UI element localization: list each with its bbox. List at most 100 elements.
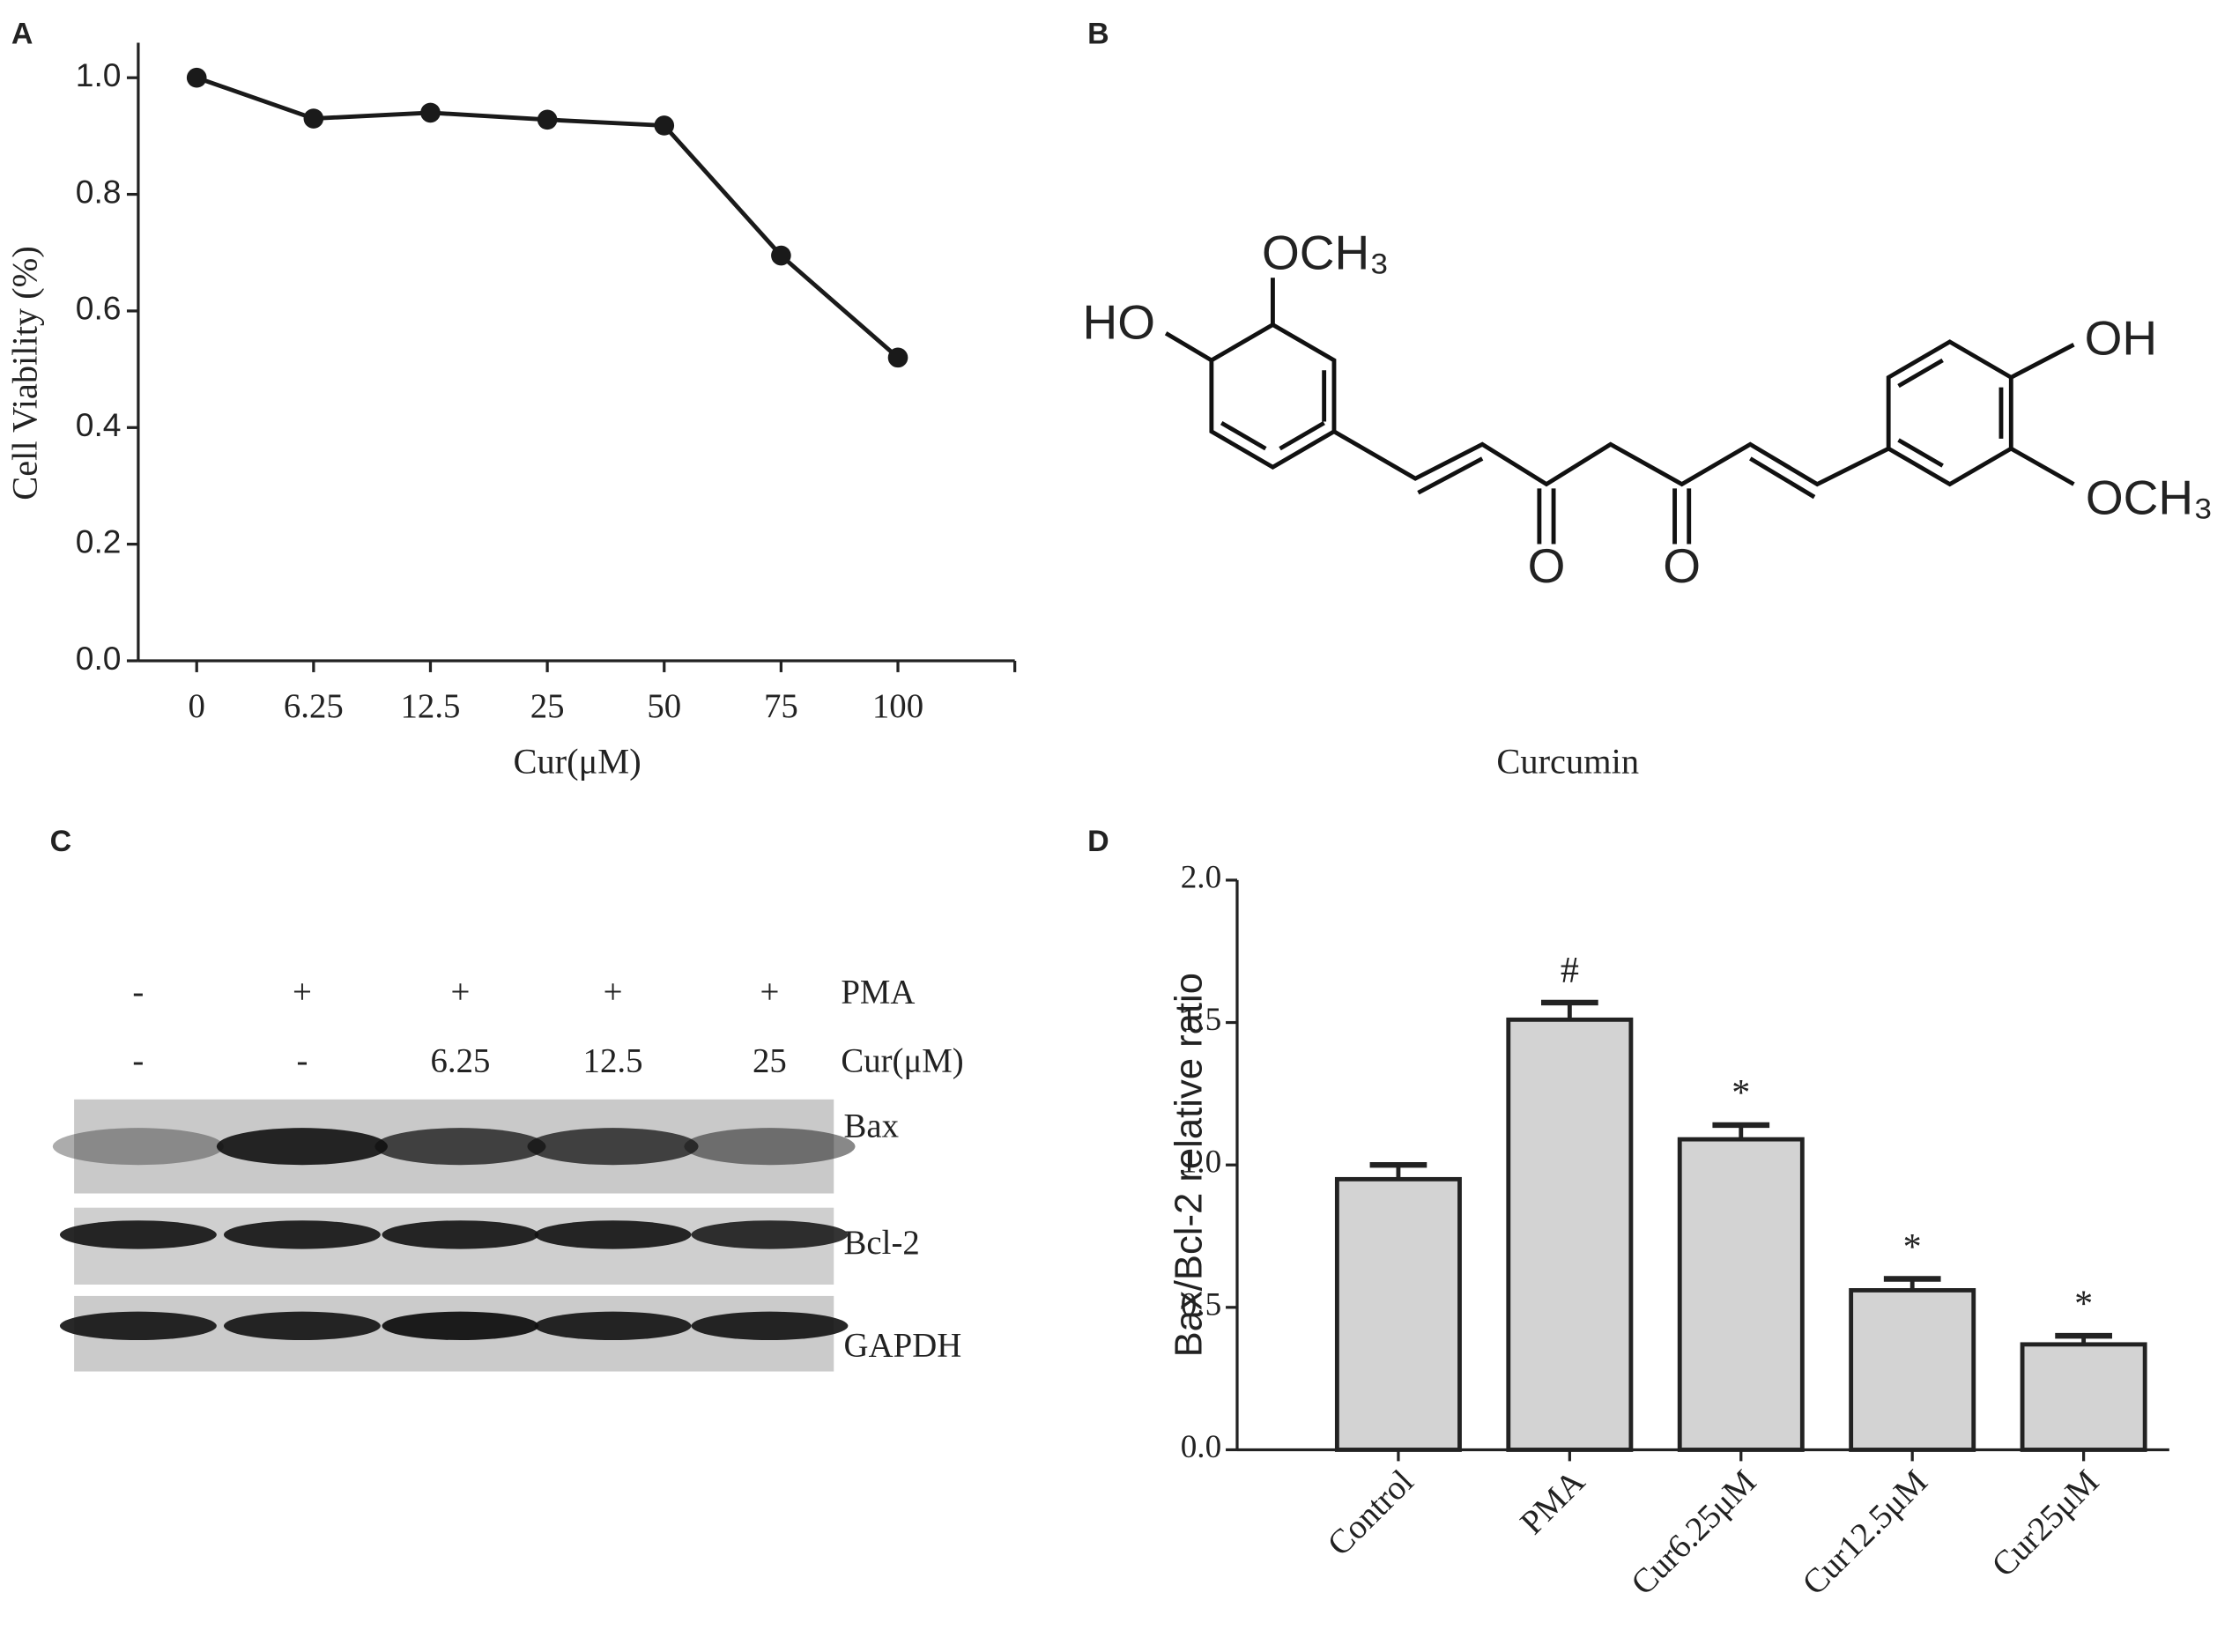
bond <box>1164 331 1213 363</box>
bond <box>1897 358 1944 389</box>
structure: OCH₃ HO OH OCH₃ O O Curcumin <box>1082 225 2213 781</box>
data-point <box>303 108 324 129</box>
x-tick-label: Cur12.5μM <box>1795 1463 1935 1603</box>
structure-caption: Curcumin <box>1496 741 1639 781</box>
bond <box>1417 456 1484 495</box>
y-tick-label: 0.2 <box>76 522 122 559</box>
y-tick-label: 0.4 <box>76 406 122 443</box>
bond <box>2010 447 2075 486</box>
bond <box>1279 420 1325 451</box>
panel-label: A <box>11 17 33 50</box>
significance-mark: * <box>1731 1073 1750 1114</box>
blot-cell: + <box>451 974 471 1011</box>
data-point <box>420 102 441 123</box>
x-tick-label: 0 <box>189 687 205 725</box>
significance-mark: * <box>1903 1227 1922 1268</box>
blot-band <box>52 1128 224 1166</box>
line-chart: 0.0 0.2 0.4 0.6 0.8 1.0 0 6.25 12.5 25 50 75 100 Cur(… <box>5 42 1017 781</box>
data-point <box>654 115 675 136</box>
bond <box>2010 343 2075 380</box>
x-tick-label: 25 <box>530 687 565 725</box>
x-axis-label: Cur(μM) <box>513 741 641 781</box>
data-point <box>186 67 207 88</box>
bar-chart: 0.0 0.5 1.0 1.5 2.0 Control PMA # Cur6.25μM * Cur1… <box>1168 859 2169 1603</box>
x-tick-label: 100 <box>872 687 923 725</box>
band-label: GAPDH <box>844 1327 962 1365</box>
atom-label: OH <box>2085 310 2157 365</box>
y-tick-label: 0.8 <box>76 173 122 210</box>
blot-row-label: Cur(μM) <box>841 1041 963 1079</box>
blot-cell: 12.5 <box>583 1041 643 1079</box>
blot-cell: 6.25 <box>430 1041 490 1079</box>
blot-cell: - <box>296 1041 308 1079</box>
bar <box>1849 1288 1976 1452</box>
x-tick-label: 6.25 <box>284 687 344 725</box>
blot-band <box>59 1220 217 1249</box>
blot-cell: + <box>604 974 623 1011</box>
ring <box>1886 339 2013 487</box>
blot-cell: + <box>760 974 779 1011</box>
y-tick-label: 0.6 <box>76 290 122 327</box>
blot-band <box>527 1128 699 1166</box>
blot-band <box>223 1220 381 1249</box>
y-axis-label: Bax/Bcl-2 relative ratio <box>1168 973 1211 1357</box>
panel-label: C <box>50 825 72 858</box>
atom-label: O <box>1663 538 1701 593</box>
bar <box>2020 1342 2147 1452</box>
blot-band <box>223 1311 381 1341</box>
y-tick-label: 0.0 <box>76 640 122 677</box>
data-point <box>887 347 908 368</box>
x-tick-label: Control <box>1320 1463 1420 1563</box>
blot-band <box>534 1220 692 1249</box>
atom-label: OCH₃ <box>1262 225 1390 279</box>
blot-cell: - <box>132 974 144 1011</box>
data-point <box>537 109 558 130</box>
bond <box>1897 438 1944 468</box>
atom-label: HO <box>1082 295 1154 350</box>
blot-cell: - <box>132 1041 144 1079</box>
blot-band <box>216 1128 388 1166</box>
y-tick-label: 1.0 <box>1181 1145 1221 1181</box>
panel-label: B <box>1087 17 1109 50</box>
chain <box>1332 429 1890 487</box>
x-tick-label: PMA <box>1513 1463 1592 1542</box>
x-tick-label: Cur6.25μM <box>1624 1463 1764 1603</box>
y-tick-label: 2.0 <box>1181 859 1221 895</box>
blot-band <box>684 1128 856 1166</box>
bar <box>1677 1137 1805 1452</box>
blot-cell: 25 <box>753 1041 787 1079</box>
blot-band <box>691 1220 849 1249</box>
y-tick-label: 1.0 <box>76 56 122 93</box>
atom-label: OCH₃ <box>2086 470 2213 524</box>
data-point <box>771 245 791 266</box>
y-axis-label: Cell Viability (%) <box>5 246 45 500</box>
panel-label: D <box>1087 825 1109 858</box>
blot-band <box>691 1311 849 1341</box>
x-tick-label: 50 <box>647 687 681 725</box>
y-tick-label: 1.5 <box>1181 1002 1221 1038</box>
y-tick-label: 0.5 <box>1181 1286 1221 1322</box>
significance-mark: * <box>2074 1284 2093 1324</box>
blot-band <box>59 1311 217 1341</box>
x-tick-label: 75 <box>764 687 798 725</box>
atom-label: O <box>1528 538 1566 593</box>
blot-band <box>382 1311 539 1341</box>
bar <box>1506 1017 1634 1452</box>
blot-row-label: PMA <box>841 974 915 1011</box>
x-tick-label: Cur25μM <box>1984 1463 2106 1584</box>
bar <box>1334 1176 1462 1452</box>
ring <box>1209 322 1337 470</box>
x-tick-label: 12.5 <box>401 687 461 725</box>
y-tick-label: 0.0 <box>1181 1429 1221 1465</box>
blot-band <box>534 1311 692 1341</box>
blot-band <box>382 1220 539 1249</box>
significance-mark: # <box>1561 951 1579 991</box>
band-label: Bax <box>844 1108 900 1145</box>
blot-band <box>374 1128 546 1166</box>
blot-cell: + <box>293 974 312 1011</box>
bond <box>1220 420 1267 451</box>
bond <box>1749 456 1816 500</box>
band-label: Bcl-2 <box>844 1224 920 1262</box>
